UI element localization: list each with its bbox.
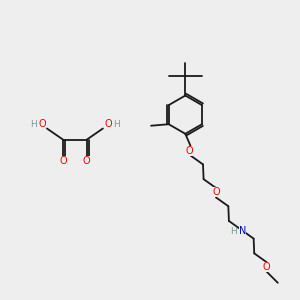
Text: H: H (30, 120, 37, 129)
Text: H: H (230, 227, 236, 236)
Text: O: O (104, 119, 112, 129)
Text: O: O (83, 156, 91, 166)
Text: N: N (239, 226, 246, 236)
Text: O: O (59, 156, 67, 166)
Text: H: H (113, 120, 120, 129)
Text: O: O (263, 262, 270, 272)
Text: O: O (212, 188, 220, 197)
Text: O: O (185, 146, 193, 156)
Text: O: O (38, 119, 46, 129)
